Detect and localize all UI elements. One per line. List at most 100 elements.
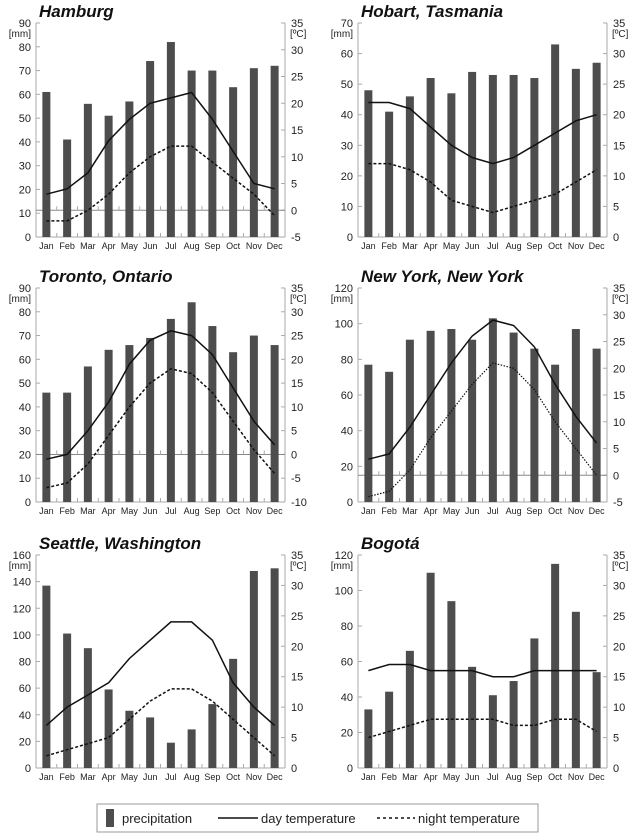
left-tick-label: 50 (19, 378, 31, 390)
precipitation-bar (166, 742, 175, 768)
left-tick-label: 60 (19, 354, 31, 366)
month-label: Nov (246, 506, 263, 516)
month-label: Jul (165, 506, 177, 516)
month-label: Mar (402, 506, 418, 516)
left-tick-label: 30 (341, 140, 353, 152)
month-label: Jan (39, 241, 54, 251)
left-axis-unit: [mm] (331, 561, 353, 572)
month-label: Apr (424, 506, 438, 516)
month-label: Dec (267, 772, 284, 782)
precipitation-bar (125, 710, 134, 768)
precipitation-bar (270, 568, 279, 768)
left-tick-label: 0 (347, 232, 353, 244)
precipitation-bar (488, 318, 497, 502)
left-tick-label: 60 (341, 49, 353, 61)
chart-title: Seattle, Washington (39, 534, 201, 553)
month-label: Apr (424, 241, 438, 251)
precipitation-bar (571, 68, 580, 237)
month-label: Jan (361, 772, 376, 782)
month-label: Oct (226, 241, 241, 251)
left-tick-label: 20 (341, 728, 353, 740)
precipitation-bar (530, 638, 539, 768)
precipitation-bar (42, 585, 51, 768)
left-tick-label: 20 (19, 184, 31, 196)
precipitation-bar (385, 691, 394, 768)
precipitation-bar (146, 61, 155, 237)
month-label: Jul (487, 772, 499, 782)
month-label: Sep (204, 772, 220, 782)
right-tick-label: 5 (291, 426, 297, 438)
month-label: Jan (361, 241, 376, 251)
right-tick-label: 15 (613, 140, 625, 152)
day-temperature-line (45, 621, 276, 726)
left-tick-label: 0 (25, 763, 31, 775)
left-tick-label: 90 (19, 283, 31, 295)
precipitation-bar (447, 93, 456, 237)
left-tick-label: 10 (19, 208, 31, 220)
right-tick-label: 5 (291, 733, 297, 745)
precipitation-bar (405, 650, 414, 768)
night-temperature-line (368, 362, 598, 498)
day-temperature-line (46, 91, 275, 195)
precipitation-bar (551, 563, 560, 768)
precipitation-bar (509, 332, 518, 502)
month-label: May (121, 506, 139, 516)
month-label: Dec (589, 772, 606, 782)
left-tick-label: 80 (341, 354, 353, 366)
month-label: May (121, 772, 139, 782)
left-tick-label: 10 (19, 473, 31, 485)
precipitation-bar (104, 349, 113, 502)
left-tick-label: 80 (341, 621, 353, 633)
month-label: Jun (465, 772, 480, 782)
month-label: Aug (184, 506, 200, 516)
precipitation-bar (364, 364, 373, 502)
day-temperature-line (46, 330, 276, 460)
precipitation-bar (104, 689, 113, 768)
right-tick-label: 20 (291, 641, 303, 653)
right-tick-label: 20 (291, 98, 303, 110)
precipitation-bar (83, 648, 92, 768)
month-label: Jul (487, 506, 499, 516)
right-tick-label: 30 (291, 307, 303, 319)
precipitation-bar (229, 658, 238, 768)
right-tick-label: 10 (613, 702, 625, 714)
left-tick-label: 40 (19, 710, 31, 722)
month-label: Oct (548, 772, 563, 782)
precipitation-bar (592, 62, 601, 237)
left-tick-label: 20 (341, 171, 353, 183)
left-tick-label: 20 (19, 736, 31, 748)
month-label: Feb (381, 241, 397, 251)
right-tick-label: 15 (291, 378, 303, 390)
precipitation-bar (166, 42, 175, 238)
chart-panel: New York, New York 0 20 40 60 80 100 120[mm] -5 0… (331, 267, 629, 516)
month-label: Jul (487, 241, 499, 251)
left-tick-label: 10 (341, 201, 353, 213)
precipitation-bar (468, 666, 477, 768)
chart-panel: Hamburg 0 10 20 30 40 50 60 70 80 90[mm] -5 0 5 10 15 20… (9, 2, 307, 251)
month-label: Aug (184, 772, 200, 782)
month-label: Sep (526, 772, 542, 782)
right-tick-label: 5 (613, 733, 619, 745)
month-label: Mar (402, 241, 418, 251)
left-tick-label: 60 (341, 657, 353, 669)
left-tick-label: 60 (341, 390, 353, 402)
precipitation-bar (187, 70, 196, 237)
left-tick-label: 70 (19, 331, 31, 343)
month-label: Aug (184, 241, 200, 251)
month-label: Mar (80, 772, 96, 782)
precipitation-bar (270, 345, 279, 502)
left-tick-label: 80 (19, 657, 31, 669)
chart-panel: Seattle, Washington020406080100120140160… (9, 534, 307, 782)
right-axis-unit: [ºC] (612, 294, 629, 305)
month-label: Aug (506, 241, 522, 251)
left-tick-label: 60 (19, 89, 31, 101)
month-label: Jun (143, 241, 158, 251)
precipitation-bar (488, 695, 497, 768)
precipitation-bar (125, 345, 134, 502)
precipitation-bar (270, 65, 279, 237)
right-tick-label: 10 (291, 402, 303, 414)
right-tick-label: 10 (613, 417, 625, 429)
precipitation-bar (592, 672, 601, 768)
precipitation-bar (426, 78, 435, 238)
left-tick-label: 20 (19, 449, 31, 461)
